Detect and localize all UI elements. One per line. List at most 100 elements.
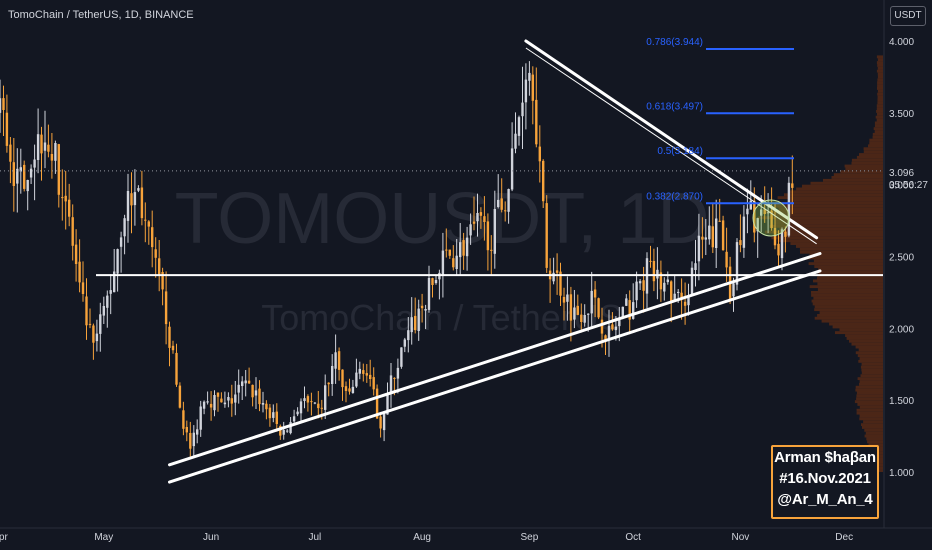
candle-down xyxy=(189,433,192,449)
candle-up xyxy=(126,191,130,221)
candle-down xyxy=(85,296,88,326)
candle-up xyxy=(331,366,334,384)
time-tick-label: Aug xyxy=(413,532,431,543)
profile-bar xyxy=(790,242,883,245)
candle-down xyxy=(147,221,150,227)
profile-bar xyxy=(856,411,883,415)
profile-bar xyxy=(874,124,883,128)
profile-bar xyxy=(859,414,883,418)
candle-down xyxy=(649,260,652,262)
currency-badge[interactable]: USDT xyxy=(890,6,926,26)
profile-bar xyxy=(872,135,883,139)
candle-down xyxy=(531,74,534,101)
trend-line-resistance[interactable] xyxy=(524,39,819,240)
time-tick-label: May xyxy=(94,532,113,543)
profile-bar xyxy=(858,359,883,363)
fib-label: 0.382(2.870) xyxy=(646,191,703,202)
candle-down xyxy=(130,193,133,206)
candle-up xyxy=(465,237,469,257)
profile-bar xyxy=(862,426,883,429)
candle-down xyxy=(140,187,144,219)
candle-up xyxy=(192,432,195,447)
candle-up xyxy=(106,295,109,308)
time-axis[interactable]: Apr May Jun Jul Aug Sep Oct Nov Dec xyxy=(0,527,932,543)
candle-up xyxy=(715,218,718,248)
candle-up xyxy=(396,367,400,379)
candle-up xyxy=(517,117,521,136)
candle-up xyxy=(196,429,199,435)
candle-down xyxy=(81,282,85,294)
candle-up xyxy=(382,413,386,431)
profile-bar xyxy=(851,158,883,162)
profile-bar xyxy=(877,95,883,99)
candle-up xyxy=(694,263,697,270)
candle-down xyxy=(542,160,545,202)
profile-bar xyxy=(857,403,883,406)
profile-bar xyxy=(873,127,883,131)
candle-down xyxy=(680,292,683,300)
profile-bar xyxy=(874,121,883,125)
candle-up xyxy=(607,325,611,339)
profile-bar xyxy=(813,259,883,263)
trend-line-support-outer[interactable] xyxy=(168,269,822,484)
candle-up xyxy=(677,291,680,293)
candle-up xyxy=(455,255,458,269)
profile-bar xyxy=(877,84,883,87)
candle-down xyxy=(40,134,43,154)
profile-bar xyxy=(799,247,883,251)
candle-down xyxy=(220,398,223,403)
profile-bar xyxy=(839,328,883,332)
candle-up xyxy=(656,269,659,279)
candle-up xyxy=(116,249,119,274)
profile-bar xyxy=(877,72,883,76)
candle-down xyxy=(9,144,12,162)
candle-up xyxy=(123,218,126,237)
candle-down xyxy=(74,244,78,264)
candle-up xyxy=(590,290,593,314)
candle-up xyxy=(313,402,317,404)
profile-bar xyxy=(814,308,883,312)
candle-up xyxy=(766,212,770,214)
candle-up xyxy=(109,290,112,294)
candle-down xyxy=(327,382,330,385)
candle-down xyxy=(362,370,365,374)
profile-bar xyxy=(875,115,883,119)
candle-down xyxy=(2,98,5,110)
candle-down xyxy=(182,410,185,429)
candle-down xyxy=(445,249,448,251)
candle-up xyxy=(618,317,621,327)
candle-up xyxy=(303,398,306,401)
candle-down xyxy=(784,231,787,237)
candle-down xyxy=(604,335,607,342)
price-tick-label: 1.000 xyxy=(889,468,914,479)
price-axis[interactable]: 4.000 3.500 3.000 2.500 2.000 1.500 1.000 xyxy=(883,0,914,528)
candle-down xyxy=(154,249,157,258)
last-price-label: 3.096 05:56:27 xyxy=(889,168,928,191)
profile-bar xyxy=(877,89,883,93)
profile-bar xyxy=(817,282,883,286)
candle-down xyxy=(538,146,541,162)
profile-bar xyxy=(855,388,883,392)
profile-bar xyxy=(796,245,883,248)
signature-handle: @Ar_M_An_4 xyxy=(777,491,873,508)
price-tick-label: 2.000 xyxy=(889,324,914,335)
fib-label: 0.5(3.184) xyxy=(657,146,703,157)
candle-down xyxy=(344,386,348,391)
candle-up xyxy=(625,298,628,306)
trend-line-support-inner[interactable] xyxy=(168,252,822,467)
profile-bar xyxy=(858,348,883,352)
candle-down xyxy=(247,380,251,384)
profile-bar xyxy=(774,222,883,225)
candle-down xyxy=(64,195,67,202)
candle-up xyxy=(708,225,711,240)
candle-down xyxy=(279,426,282,436)
profile-bar xyxy=(833,173,883,177)
candle-down xyxy=(71,217,74,246)
candle-down xyxy=(92,325,95,343)
candle-up xyxy=(749,200,752,210)
candle-down xyxy=(164,291,168,325)
candle-down xyxy=(600,319,604,334)
candle-up xyxy=(476,213,479,222)
price-tick-label: 2.500 xyxy=(889,253,914,264)
